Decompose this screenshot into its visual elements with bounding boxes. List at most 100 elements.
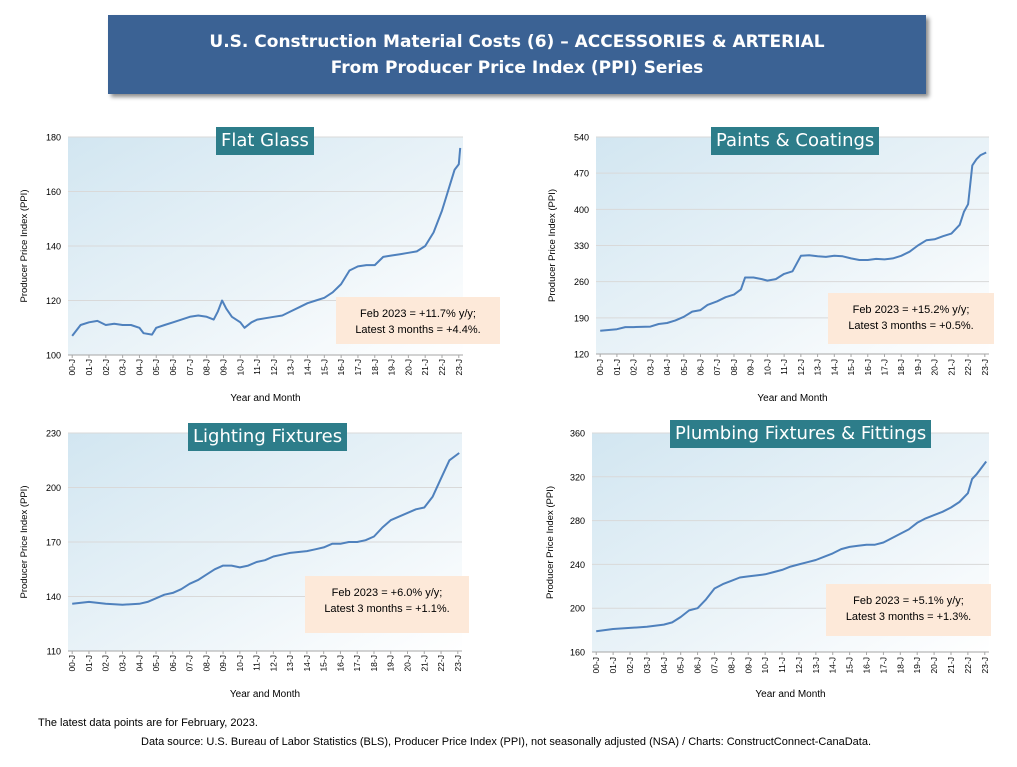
x-tick-label: 01-J: [84, 359, 94, 376]
x-tick-label: 19-J: [386, 655, 396, 672]
x-tick-label: 19-J: [912, 657, 922, 674]
y-tick-label: 230: [46, 429, 61, 439]
chart-flat-glass: 100 120 140 160 180 00-J 01-J 02-J 03-J 04-J 05-J 0…: [19, 133, 464, 405]
x-tick-label: 16-J: [336, 359, 346, 376]
y-tick-label: 320: [570, 472, 585, 482]
chart-panel-flat-glass: 100 120 140 160 180 00-J 01-J 02-J 03-J 04-J 05-J 0…: [0, 120, 508, 410]
y-tick-label: 180: [46, 133, 61, 143]
x-tick-label: 10-J: [235, 359, 245, 376]
y-tick-label: 330: [574, 241, 589, 251]
x-tick-label: 17-J: [878, 657, 888, 674]
x-axis-label: Year and Month: [755, 689, 825, 700]
x-tick-label: 00-J: [67, 359, 77, 376]
x-tick-label: 15-J: [846, 359, 856, 376]
x-tick-label: 16-J: [335, 655, 345, 672]
x-tick-label: 07-J: [185, 655, 195, 672]
chart-paints-coatings: 120 190 260 330 400 470 540 00-J 01-J 02-J 03-J 04-…: [547, 133, 990, 405]
annotation-line2: Latest 3 months = +4.4%.: [355, 324, 481, 336]
y-tick-label: 400: [574, 205, 589, 215]
x-tick-label: 18-J: [370, 359, 380, 376]
x-tick-label: 06-J: [696, 359, 706, 376]
x-tick-label: 04-J: [134, 359, 144, 376]
chart-panel-lighting-fixtures: 110 140 170 200 230 00-J 01-J 02-J 03-J 04-J 05-J 0…: [0, 418, 508, 710]
y-tick-label: 190: [574, 313, 589, 323]
x-tick-label: 17-J: [879, 359, 889, 376]
x-tick-label: 15-J: [845, 657, 855, 674]
x-tick-label: 10-J: [760, 657, 770, 674]
x-tick-label: 01-J: [608, 657, 618, 674]
x-tick-label: 11-J: [779, 359, 789, 375]
x-tick-label: 23-J: [980, 359, 990, 376]
x-tick-label: 07-J: [709, 657, 719, 674]
y-tick-label: 200: [46, 483, 61, 493]
x-tick-label: 13-J: [285, 655, 295, 672]
x-tick-label: 09-J: [746, 359, 756, 376]
x-tick-label: 05-J: [151, 655, 161, 672]
x-tick-label: 19-J: [387, 359, 397, 376]
x-tick-label: 22-J: [963, 359, 973, 376]
x-tick-label: 05-J: [151, 359, 161, 376]
x-tick-label: 20-J: [930, 359, 940, 376]
annotation-line1: Feb 2023 = +11.7% y/y;: [360, 308, 476, 320]
x-tick-label: 14-J: [302, 655, 312, 672]
y-tick-label: 120: [46, 296, 61, 306]
x-tick-label: 08-J: [201, 655, 211, 672]
annotation-box: Feb 2023 = +15.2% y/y; Latest 3 months =…: [828, 293, 994, 344]
x-tick-label: 03-J: [117, 655, 127, 672]
x-tick-label: 02-J: [101, 359, 111, 376]
x-tick-label: 02-J: [629, 359, 639, 376]
x-tick-label: 07-J: [185, 359, 195, 376]
x-tick-label: 08-J: [726, 657, 736, 674]
x-tick-label: 12-J: [268, 655, 278, 672]
x-tick-label: 21-J: [419, 655, 429, 672]
x-tick-label: 16-J: [862, 657, 872, 674]
y-tick-label: 360: [570, 429, 585, 439]
y-tick-label: 470: [574, 169, 589, 179]
x-tick-label: 09-J: [218, 655, 228, 672]
annotation-line2: Latest 3 months = +1.3%.: [845, 611, 972, 623]
annotation-box: Feb 2023 = +11.7% y/y; Latest 3 months =…: [336, 297, 500, 344]
chart-panel-plumbing-fixtures: 160 200 240 280 320 360 00-J 01-J 02-J 03-J 04-J 05…: [508, 418, 1017, 710]
x-tick-label: 00-J: [595, 359, 605, 376]
x-tick-label: 11-J: [252, 655, 262, 671]
y-tick-label: 260: [574, 277, 589, 287]
y-tick-label: 240: [570, 560, 585, 570]
x-tick-label: 20-J: [403, 655, 413, 672]
x-tick-label: 03-J: [118, 359, 128, 376]
chart-title: Paints & Coatings: [711, 127, 880, 155]
x-axis-label: Year and Month: [757, 393, 827, 404]
x-tick-label: 22-J: [436, 655, 446, 672]
y-tick-label: 120: [574, 350, 589, 360]
x-tick-label: 22-J: [963, 657, 973, 674]
y-tick-label: 140: [46, 592, 61, 602]
x-tick-label: 21-J: [420, 359, 430, 376]
y-tick-label: 540: [574, 133, 589, 143]
y-tick-label: 100: [46, 351, 61, 361]
x-tick-label: 11-J: [777, 657, 787, 673]
annotation-line1: Feb 2023 = +5.1% y/y;: [853, 595, 964, 607]
x-tick-label: 23-J: [454, 359, 464, 376]
x-tick-label: 20-J: [403, 359, 413, 376]
x-tick-label: 09-J: [743, 657, 753, 674]
x-tick-label: 17-J: [352, 655, 362, 672]
chart-plumbing-fixtures: 160 200 240 280 320 360 00-J 01-J 02-J 03-J 04-J 05…: [545, 429, 990, 701]
x-tick-label: 10-J: [235, 655, 245, 672]
x-tick-label: 00-J: [67, 655, 77, 672]
y-tick-label: 140: [46, 242, 61, 252]
x-tick-label: 07-J: [712, 359, 722, 376]
y-axis-label: Producer Price Index (PPI): [19, 190, 30, 303]
x-axis-label: Year and Month: [230, 393, 300, 404]
x-tick-label: 23-J: [980, 657, 990, 674]
x-tick-label: 13-J: [813, 359, 823, 376]
x-tick-label: 10-J: [762, 359, 772, 376]
annotation-line1: Feb 2023 = +6.0% y/y;: [331, 587, 443, 599]
x-tick-label: 04-J: [659, 657, 669, 674]
y-axis-label: Producer Price Index (PPI): [19, 486, 30, 599]
x-tick-label: 13-J: [811, 657, 821, 674]
x-tick-label: 21-J: [946, 657, 956, 674]
chart-title: Lighting Fixtures: [188, 423, 348, 451]
x-tick-label: 06-J: [168, 655, 178, 672]
y-axis-label: Producer Price Index (PPI): [545, 486, 556, 599]
y-tick-label: 160: [46, 187, 61, 197]
series-line: [71, 147, 462, 337]
